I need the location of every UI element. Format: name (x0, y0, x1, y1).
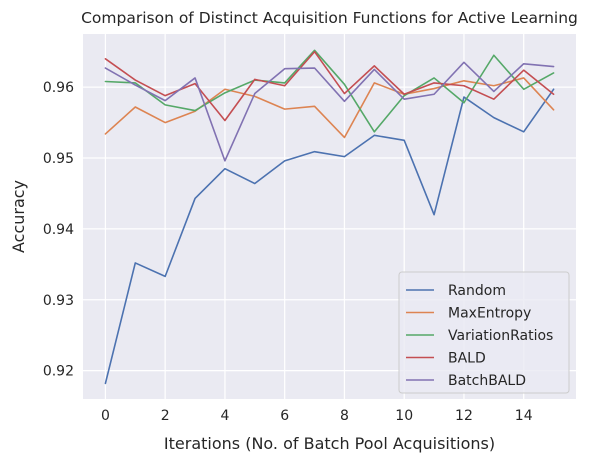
y-tick-label: 0.93 (43, 293, 74, 309)
series-lines (104, 49, 555, 385)
tick-labels: 0 2 4 6 8 10 12 14 0.92 0.93 0.94 0.95 0.96 (43, 80, 533, 424)
y-tick-label: 0.94 (43, 222, 74, 238)
legend-label-batchbald: BatchBALD (448, 373, 526, 389)
x-tick-label: 12 (455, 408, 473, 424)
x-tick-label: 4 (220, 408, 229, 424)
x-tick-label: 10 (395, 408, 413, 424)
legend: Random MaxEntropy VariationRatios BALD Batch… (398, 271, 570, 394)
chart-title: Comparison of Distinct Acquisition Funct… (81, 9, 578, 27)
legend-label-maxentropy: MaxEntropy (448, 306, 531, 322)
x-axis-label: Iterations (No. of Batch Pool Acquisitio… (164, 434, 495, 453)
x-tick-label: 8 (340, 408, 349, 424)
x-tick-label: 2 (161, 408, 170, 424)
x-tick-label: 14 (515, 408, 533, 424)
series-line-maxentropy (104, 77, 555, 139)
y-tick-label: 0.92 (43, 364, 74, 380)
y-axis-label: Accuracy (9, 180, 28, 253)
legend-label-bald: BALD (448, 351, 486, 367)
series-line-random (104, 88, 555, 385)
series-line-batchbald (104, 61, 555, 162)
y-tick-label: 0.95 (43, 151, 74, 167)
x-tick-label: 6 (280, 408, 289, 424)
x-tick-label: 0 (101, 408, 110, 424)
y-tick-label: 0.96 (43, 80, 74, 96)
series-line-variationratios (104, 49, 555, 133)
legend-box (398, 271, 570, 394)
legend-label-random: Random (448, 283, 506, 299)
legend-label-variationratios: VariationRatios (448, 328, 553, 344)
